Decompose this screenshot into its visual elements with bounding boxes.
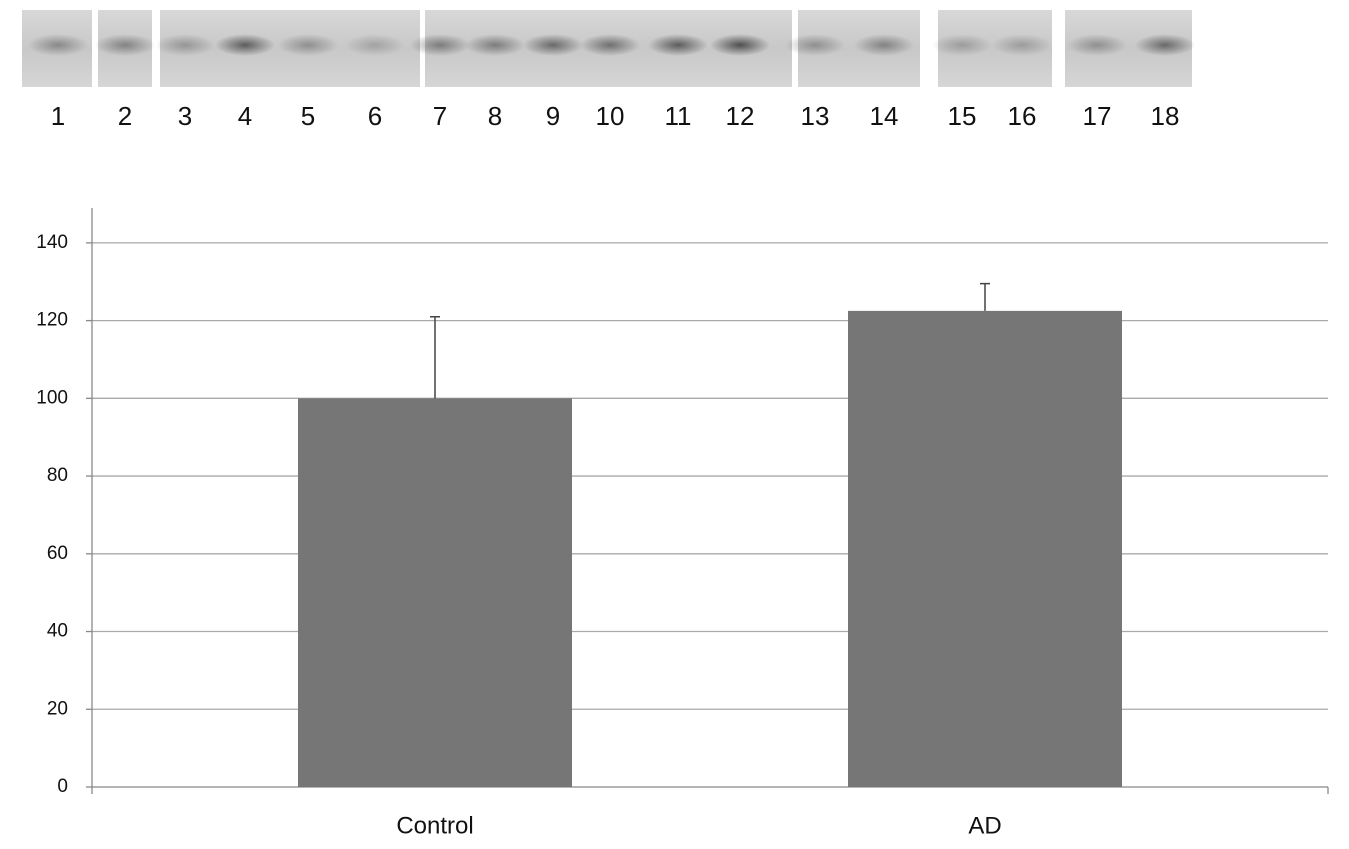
bar [848,311,1122,787]
x-tick-label: Control [396,812,473,839]
lane-label: 17 [1083,101,1112,131]
y-tick-label: 60 [47,543,68,564]
y-tick-label: 140 [36,232,68,253]
blot-band [278,34,338,56]
lane-label: 15 [948,101,977,131]
lane-label: 10 [596,101,625,131]
y-tick-label: 120 [36,310,68,331]
blot-band [785,34,845,56]
blot-band [28,34,88,56]
blot-band [215,34,275,56]
bar [298,398,572,787]
y-tick-label: 0 [57,776,68,797]
page: 1234567891011121314151617180204060801001… [0,0,1349,844]
blot-band [580,34,640,56]
error-bar [980,284,990,311]
lane-label: 13 [801,101,830,131]
blot-band [523,34,583,56]
lane-label: 12 [726,101,755,131]
blot-band [465,34,525,56]
blot-band [95,34,155,56]
blot-band [155,34,215,56]
lane-label: 2 [118,101,132,131]
lane-label: 18 [1151,101,1180,131]
y-tick-label: 40 [47,621,68,642]
lane-label: 16 [1008,101,1037,131]
blot-band [648,34,708,56]
lane-label: 9 [546,101,560,131]
blot-band [410,34,470,56]
y-tick-label: 80 [47,465,68,486]
lane-label: 11 [665,101,692,131]
lane-label: 8 [488,101,502,131]
blot-band [932,34,992,56]
blot-band [854,34,914,56]
blot-band [1135,34,1195,56]
blot-band [1067,34,1127,56]
blot-band [992,34,1052,56]
error-bar [430,317,440,399]
lane-label: 14 [870,101,899,131]
figure: 1234567891011121314151617180204060801001… [0,0,1349,844]
lane-label: 6 [368,101,382,131]
x-tick-label: AD [968,812,1001,839]
blot-band [710,34,770,56]
lane-label: 1 [51,101,65,131]
lane-label: 4 [238,101,252,131]
y-tick-label: 20 [47,698,68,719]
blot-band [345,34,405,56]
y-tick-label: 100 [36,387,68,408]
lane-label: 5 [301,101,315,131]
lane-label: 7 [433,101,447,131]
western-blot [22,10,1195,87]
lane-label: 3 [178,101,192,131]
